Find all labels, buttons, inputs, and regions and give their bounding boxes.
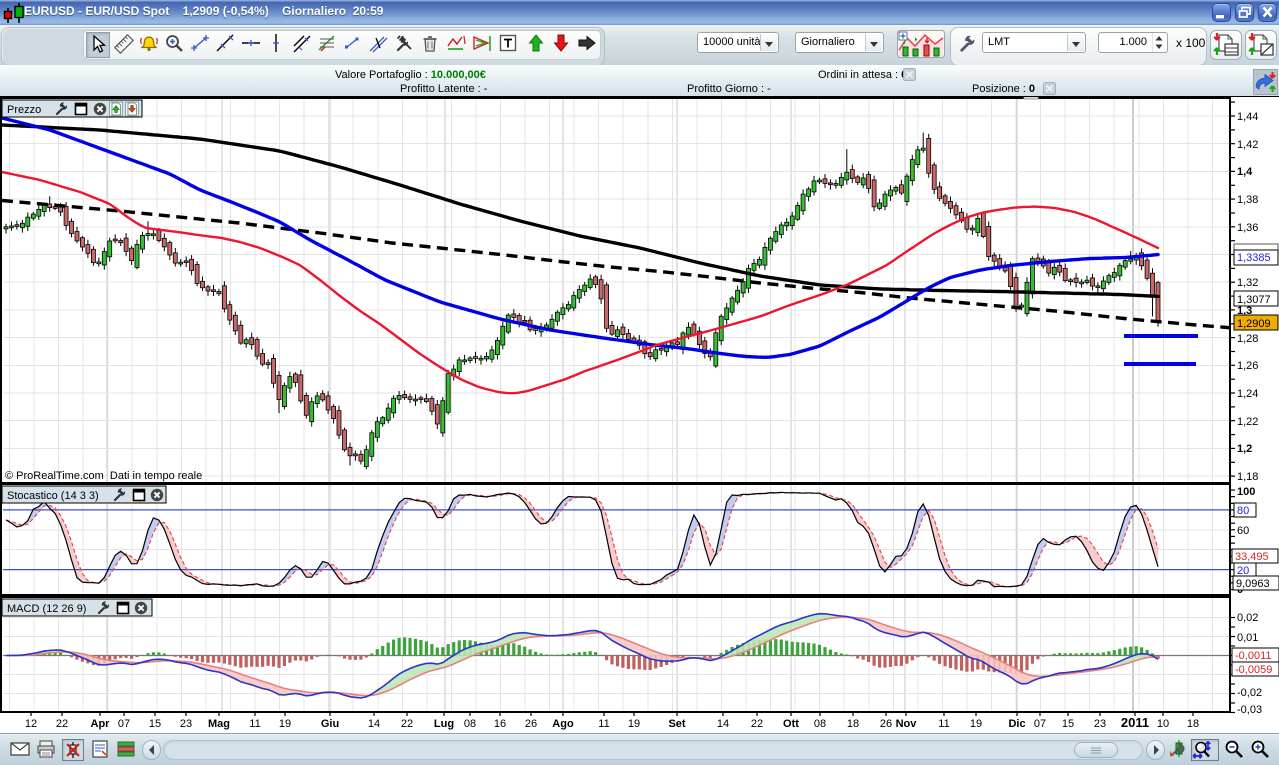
svg-text:07: 07 — [118, 718, 130, 730]
svg-text:MACD (12 26 9): MACD (12 26 9) — [7, 603, 86, 615]
svg-text:22: 22 — [401, 718, 413, 730]
svg-text:Dic: Dic — [1008, 718, 1025, 730]
svg-text:1,26: 1,26 — [1237, 360, 1258, 372]
svg-text:08: 08 — [464, 718, 476, 730]
svg-text:1,44: 1,44 — [1237, 111, 1258, 123]
svg-text:18: 18 — [1187, 718, 1199, 730]
svg-text:2011: 2011 — [1121, 715, 1149, 730]
svg-text:1,4: 1,4 — [1237, 166, 1253, 178]
svg-text:26: 26 — [525, 718, 537, 730]
svg-text:1,2909: 1,2909 — [1237, 318, 1271, 330]
svg-text:20: 20 — [1237, 565, 1249, 577]
svg-text:60: 60 — [1237, 525, 1249, 537]
svg-text:Lug: Lug — [434, 718, 454, 730]
svg-text:-0,0011: -0,0011 — [1235, 650, 1272, 662]
svg-text:1,36: 1,36 — [1237, 222, 1258, 234]
svg-text:Giu: Giu — [321, 718, 339, 730]
svg-text:-0,0059: -0,0059 — [1235, 664, 1272, 676]
svg-text:1,24: 1,24 — [1237, 388, 1258, 400]
svg-text:1,3077: 1,3077 — [1237, 294, 1271, 306]
svg-text:1,2: 1,2 — [1237, 443, 1252, 455]
svg-text:Ott: Ott — [783, 718, 799, 730]
svg-text:08: 08 — [814, 718, 826, 730]
svg-text:19: 19 — [279, 718, 291, 730]
svg-text:14: 14 — [717, 718, 729, 730]
svg-text:22: 22 — [751, 718, 763, 730]
svg-text:Ago: Ago — [552, 718, 574, 730]
svg-text:9,0963: 9,0963 — [1236, 578, 1270, 590]
svg-text:1,38: 1,38 — [1237, 194, 1258, 206]
svg-text:100: 100 — [1237, 486, 1255, 498]
svg-text:Prezzo: Prezzo — [7, 104, 41, 116]
svg-text:11: 11 — [249, 718, 260, 730]
svg-text:-0,02: -0,02 — [1237, 687, 1262, 699]
svg-text:1,3: 1,3 — [1237, 305, 1252, 317]
svg-text:11: 11 — [598, 718, 609, 730]
svg-text:11: 11 — [938, 718, 949, 730]
svg-text:14: 14 — [368, 718, 380, 730]
svg-text:1,3385: 1,3385 — [1237, 252, 1271, 264]
svg-text:Set: Set — [668, 718, 685, 730]
svg-text:0,01: 0,01 — [1237, 632, 1258, 644]
svg-text:19: 19 — [970, 718, 982, 730]
svg-text:23: 23 — [1094, 718, 1106, 730]
svg-text:19: 19 — [628, 718, 640, 730]
svg-text:26: 26 — [880, 718, 892, 730]
svg-text:Stocastico (14 3 3): Stocastico (14 3 3) — [7, 490, 99, 502]
svg-text:18: 18 — [847, 718, 859, 730]
svg-text:1,22: 1,22 — [1237, 416, 1258, 428]
svg-text:1,42: 1,42 — [1237, 139, 1258, 151]
svg-text:16: 16 — [494, 718, 506, 730]
svg-text:80: 80 — [1237, 505, 1249, 517]
svg-text:Apr: Apr — [91, 718, 111, 730]
svg-text:22: 22 — [56, 718, 68, 730]
svg-text:Mag: Mag — [208, 718, 230, 730]
svg-text:© ProRealTime.com Dati in tem: © ProRealTime.com Dati in tempo reale — [5, 470, 202, 482]
svg-text:1,28: 1,28 — [1237, 333, 1258, 345]
svg-text:-0,03: -0,03 — [1237, 704, 1262, 716]
svg-text:0,02: 0,02 — [1237, 612, 1258, 624]
svg-text:33,495: 33,495 — [1235, 551, 1269, 563]
svg-text:1,18: 1,18 — [1237, 471, 1258, 483]
svg-text:15: 15 — [149, 718, 161, 730]
svg-text:1,32: 1,32 — [1237, 277, 1258, 289]
svg-text:10: 10 — [1157, 718, 1169, 730]
svg-text:07: 07 — [1034, 718, 1046, 730]
svg-text:15: 15 — [1062, 718, 1074, 730]
svg-text:Nov: Nov — [896, 718, 918, 730]
svg-text:12: 12 — [25, 718, 37, 730]
svg-text:23: 23 — [180, 718, 192, 730]
